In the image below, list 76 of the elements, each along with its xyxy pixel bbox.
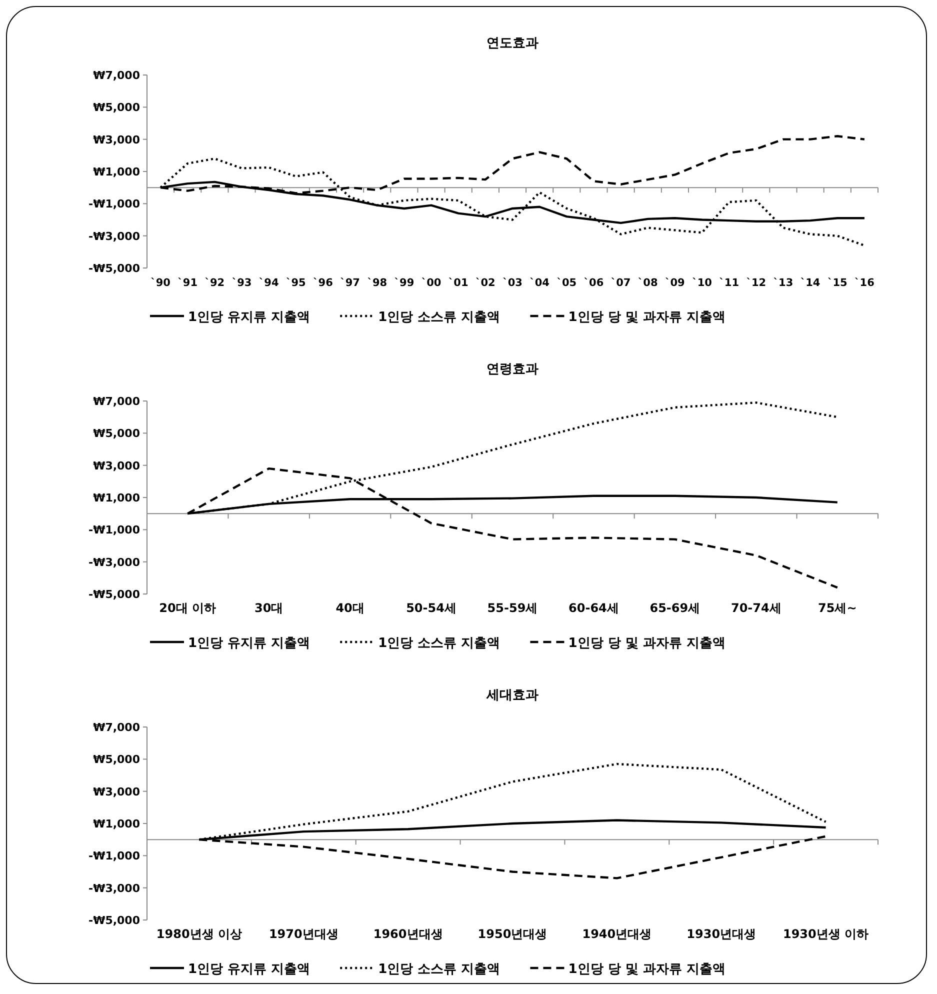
x-tick-label: `14 [800, 277, 820, 289]
x-tick-label: `97 [340, 277, 360, 289]
x-tick-label: `06 [584, 277, 604, 289]
x-tick-label: `91 [178, 277, 198, 289]
x-tick-label: 55-59세 [487, 601, 538, 615]
x-tick-label: 60-64세 [568, 601, 619, 615]
x-tick-label: `90 [150, 277, 170, 289]
x-tick-label: 40대 [336, 601, 364, 615]
y-tick-label: -₩5,000 [88, 262, 140, 275]
x-tick-label: 1930년생 이하 [782, 927, 869, 941]
legend-label: 1인당 유지류 지출액 [188, 636, 310, 651]
x-tick-label: `09 [665, 277, 685, 289]
x-tick-label: `93 [232, 277, 252, 289]
x-tick-label: 1960년대생 [373, 927, 443, 941]
y-tick-label: ₩3,000 [93, 459, 140, 472]
x-tick-label: `13 [773, 277, 794, 289]
y-tick-label: -₩1,000 [88, 198, 140, 211]
y-tick-label: ₩5,000 [93, 427, 140, 440]
legend-label: 1인당 유지류 지출액 [188, 310, 310, 325]
chart-title: 연령효과 [486, 362, 538, 377]
y-tick-label: ₩1,000 [93, 818, 140, 830]
y-tick-label: ₩5,000 [93, 101, 140, 114]
x-tick-label: 70-74세 [730, 601, 782, 615]
y-tick-label: -₩3,000 [88, 882, 140, 895]
x-tick-label: `05 [556, 277, 577, 289]
y-tick-label: -₩1,000 [88, 524, 140, 537]
legend-label: 1인당 당 및 과자류 지출액 [568, 636, 726, 651]
y-tick-label: ₩5,000 [93, 753, 140, 766]
x-tick-label: `02 [475, 277, 496, 289]
y-tick-label: ₩3,000 [93, 133, 140, 146]
legend-label: 1인당 소스류 지출액 [378, 636, 500, 651]
x-tick-label: 65-69세 [650, 601, 700, 615]
legend-label: 1인당 유지류 지출액 [188, 962, 310, 977]
x-tick-label: 1930년대생 [686, 927, 756, 941]
x-tick-label: `00 [421, 277, 442, 289]
x-tick-label: `11 [719, 277, 740, 289]
x-tick-label: `96 [313, 277, 333, 289]
y-tick-label: -₩3,000 [88, 556, 140, 569]
legend-label: 1인당 당 및 과자류 지출액 [568, 962, 726, 977]
legend-label: 1인당 소스류 지출액 [378, 962, 500, 977]
legend-label: 1인당 당 및 과자류 지출액 [568, 310, 726, 325]
x-tick-label: `15 [827, 277, 848, 289]
x-tick-label: `08 [638, 277, 658, 289]
x-tick-label: `98 [367, 277, 388, 289]
x-tick-label: 1970년대생 [268, 927, 338, 941]
legend-label: 1인당 소스류 지출액 [378, 310, 500, 325]
y-tick-label: ₩3,000 [93, 785, 140, 798]
chart-title: 세대효과 [486, 688, 538, 703]
x-tick-label: `10 [692, 277, 712, 289]
x-tick-label: `03 [502, 277, 522, 289]
x-tick-label: 1950년대생 [478, 927, 548, 941]
y-tick-label: -₩1,000 [88, 850, 140, 863]
x-tick-label: `12 [746, 277, 766, 289]
x-tick-label: 1980년생 이상 [156, 927, 242, 941]
x-tick-label: 20대 이하 [159, 601, 216, 615]
y-tick-label: ₩7,000 [93, 395, 140, 408]
y-tick-label: -₩5,000 [88, 588, 140, 601]
y-tick-label: ₩1,000 [93, 166, 140, 178]
x-tick-label: `92 [204, 277, 225, 289]
y-tick-label: ₩1,000 [93, 492, 140, 504]
x-tick-label: `94 [258, 277, 279, 289]
x-tick-label: `95 [286, 277, 306, 289]
x-tick-label: `16 [854, 277, 874, 289]
x-tick-label: 50-54세 [406, 601, 456, 615]
x-tick-label: 1940년대생 [582, 927, 652, 941]
chart-title: 연도효과 [486, 36, 538, 51]
x-tick-label: `04 [530, 277, 550, 289]
x-tick-label: `01 [448, 277, 468, 289]
x-tick-label: `07 [610, 277, 631, 289]
x-tick-label: 30대 [254, 601, 284, 615]
y-tick-label: -₩3,000 [88, 230, 140, 243]
x-tick-label: 75세~ [818, 601, 857, 615]
y-tick-label: -₩5,000 [88, 914, 140, 927]
y-tick-label: ₩7,000 [93, 69, 140, 82]
y-tick-label: ₩7,000 [93, 721, 140, 734]
x-tick-label: `99 [394, 277, 414, 289]
